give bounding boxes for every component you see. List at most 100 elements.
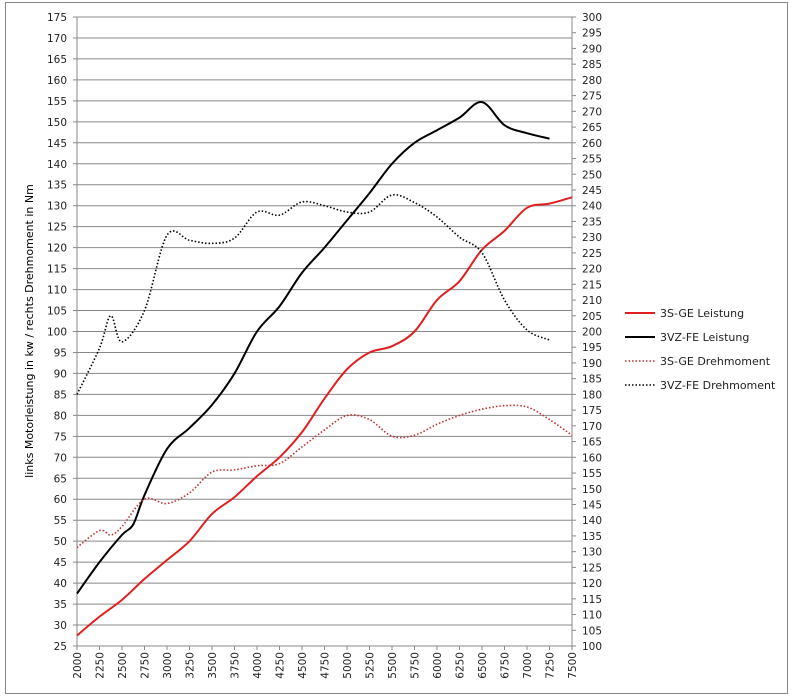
right-tick-label: 165: [582, 437, 602, 449]
right-tick-label: 195: [582, 342, 602, 354]
x-tick-label: 6250: [455, 652, 467, 679]
right-tick-label: 175: [582, 405, 602, 417]
right-tick-label: 190: [582, 358, 602, 370]
x-tick-label: 6000: [432, 652, 444, 679]
left-tick-label: 145: [47, 138, 67, 150]
right-tick-label: 185: [582, 374, 602, 386]
left-tick-label: 170: [47, 33, 67, 45]
right-tick-label: 115: [582, 594, 602, 606]
left-tick-label: 155: [47, 96, 67, 108]
left-tick-label: 130: [47, 201, 67, 213]
right-tick-label: 110: [582, 610, 602, 622]
right-tick-label: 225: [582, 248, 602, 260]
x-tick-label: 2750: [140, 652, 152, 679]
series-line: [76, 196, 573, 637]
gridlines: [73, 16, 572, 647]
x-tick-label: 3250: [185, 652, 197, 679]
x-tick-label: 7000: [522, 652, 534, 679]
right-tick-label: 120: [582, 578, 602, 590]
legend-label: 3S-GE Leistung: [660, 307, 744, 320]
left-tick-label: 25: [54, 641, 67, 653]
right-tick-label: 260: [582, 138, 602, 150]
right-tick-label: 145: [582, 499, 602, 511]
left-tick-label: 105: [47, 306, 67, 318]
right-tick-label: 140: [582, 515, 602, 527]
x-tick-label: 7250: [545, 652, 557, 679]
legend-label: 3VZ-FE Drehmoment: [660, 379, 776, 392]
x-tick-label: 3750: [230, 652, 242, 679]
chart-frame: [5, 2, 788, 694]
left-tick-label: 175: [47, 12, 67, 24]
left-tick-label: 50: [54, 536, 67, 548]
right-tick-label: 285: [582, 59, 602, 71]
left-tick-label: 45: [54, 557, 67, 569]
left-tick-label: 140: [47, 159, 67, 171]
left-tick-label: 65: [54, 473, 67, 485]
right-tick-label: 180: [582, 389, 602, 401]
right-tick-label: 245: [582, 185, 602, 197]
right-tick-label: 275: [582, 91, 602, 103]
right-tick-label: 135: [582, 531, 602, 543]
right-tick-label: 255: [582, 154, 602, 166]
left-tick-label: 160: [47, 75, 67, 87]
left-tick-label: 120: [47, 243, 67, 255]
x-tick-label: 2500: [117, 652, 129, 679]
left-tick-label: 115: [47, 264, 67, 276]
left-tick-label: 95: [54, 347, 67, 359]
x-tick-label: 5500: [387, 652, 399, 679]
y-axis-label: links Motorleistung in kw / rechts Drehm…: [23, 184, 36, 478]
right-tick-label: 250: [582, 169, 602, 181]
right-tick-label: 130: [582, 547, 602, 559]
left-tick-label: 30: [54, 620, 67, 632]
series-line: [76, 193, 550, 395]
right-tick-label: 280: [582, 75, 602, 87]
x-tick-label: 6750: [500, 652, 512, 679]
left-tick-label: 40: [54, 578, 67, 590]
series-line: [76, 404, 573, 549]
x-tick-label: 4000: [252, 652, 264, 679]
left-tick-label: 80: [54, 410, 67, 422]
x-tick-label: 5000: [342, 652, 354, 679]
left-tick-label: 100: [47, 327, 67, 339]
x-tick-label: 5750: [410, 652, 422, 679]
right-tick-label: 265: [582, 122, 602, 134]
right-tick-label: 160: [582, 452, 602, 464]
right-tick-label: 230: [582, 232, 602, 244]
x-tick-label: 4250: [275, 652, 287, 679]
x-tick-label: 3500: [207, 652, 219, 679]
legend-label: 3S-GE Drehmoment: [660, 355, 771, 368]
right-tick-label: 155: [582, 468, 602, 480]
left-tick-label: 35: [54, 599, 67, 611]
right-tick-label: 295: [582, 28, 602, 40]
right-tick-label: 215: [582, 279, 602, 291]
x-tick-label: 7500: [567, 652, 579, 679]
right-tick-label: 150: [582, 484, 602, 496]
x-tick-label: 5250: [365, 652, 377, 679]
x-tick-label: 4500: [297, 652, 309, 679]
left-tick-label: 110: [47, 285, 67, 297]
left-tick-label: 60: [54, 494, 67, 506]
legend-label: 3VZ-FE Leistung: [660, 331, 749, 344]
right-tick-label: 240: [582, 201, 602, 213]
right-tick-label: 125: [582, 562, 602, 574]
right-tick-label: 100: [582, 641, 602, 653]
left-tick-label: 85: [54, 389, 67, 401]
right-tick-label: 205: [582, 311, 602, 323]
x-tick-label: 2000: [72, 652, 84, 679]
left-tick-label: 135: [47, 180, 67, 192]
left-tick-label: 70: [54, 452, 67, 464]
x-tick-label: 2250: [95, 652, 107, 679]
left-tick-label: 150: [47, 117, 67, 129]
right-tick-label: 105: [582, 625, 602, 637]
left-tick-label: 165: [47, 54, 67, 66]
left-tick-label: 90: [54, 368, 67, 380]
x-tick-label: 3000: [162, 652, 174, 679]
right-tick-label: 235: [582, 216, 602, 228]
right-tick-label: 170: [582, 421, 602, 433]
left-tick-label: 75: [54, 431, 67, 443]
left-tick-label: 55: [54, 515, 67, 527]
x-tick-label: 4750: [320, 652, 332, 679]
right-tick-label: 290: [582, 43, 602, 55]
right-tick-label: 200: [582, 327, 602, 339]
